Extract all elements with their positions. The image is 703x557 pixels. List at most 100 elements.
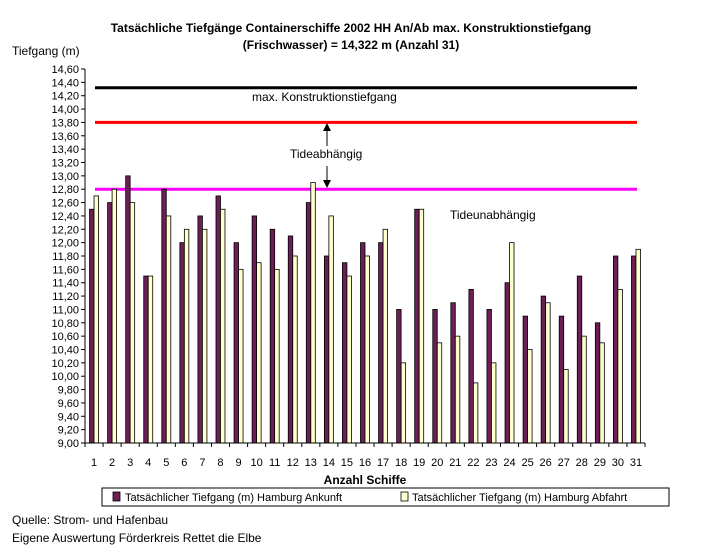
bar-departure-14 (328, 215, 334, 444)
y-tick-label: 9,40 (58, 411, 79, 423)
bar-arrival-28 (576, 275, 583, 444)
y-tick-label: 12,80 (51, 184, 79, 196)
source-line-2: Eigene Auswertung Förderkreis Rettet die… (12, 531, 262, 545)
y-tick-label: 11,40 (52, 278, 79, 290)
x-tick-label: 5 (163, 457, 169, 469)
reference-lines (95, 86, 637, 191)
bar-departure-16 (364, 255, 370, 444)
legend-label-arrival: Tatsächlicher Tiefgang (m) Hamburg Ankun… (125, 492, 342, 504)
y-tick-label: 9,20 (58, 425, 79, 437)
tide-range-arrow (323, 123, 331, 188)
bar-departure-27 (563, 369, 569, 444)
y-tick-label: 12,60 (51, 198, 79, 210)
y-tick-label: 12,20 (51, 224, 79, 236)
bar-departure-23 (491, 362, 497, 444)
x-tick-label: 18 (395, 457, 407, 469)
bar-arrival-3 (125, 175, 131, 444)
x-tick-label: 24 (503, 457, 515, 469)
bar-departure-12 (292, 255, 298, 444)
y-tick-label: 13,00 (51, 171, 79, 183)
x-tick-label: 3 (127, 457, 133, 469)
y-tick-label: 14,00 (51, 104, 79, 116)
x-tick-label: 16 (359, 457, 371, 469)
y-tick-label: 10,60 (51, 331, 79, 343)
bar-arrival-25 (522, 315, 528, 444)
x-tick-label: 31 (630, 457, 642, 469)
x-tick-label: 7 (199, 457, 205, 469)
bar-arrival-7 (197, 215, 203, 444)
source-note: Quelle: Strom- und Hafenbau Eigene Auswe… (12, 511, 261, 547)
y-tick-label: 10,00 (51, 371, 79, 383)
bar-departure-21 (454, 335, 461, 444)
x-axis-title: Anzahl Schiffe (324, 473, 407, 487)
bar-arrival-29 (594, 322, 601, 444)
tide-independent-label: Tideunabhängig (450, 208, 536, 222)
bar-departure-4 (147, 275, 154, 444)
bar-departure-29 (599, 342, 605, 444)
bar-departure-31 (635, 248, 641, 444)
y-tick-label: 14,60 (51, 64, 79, 76)
y-tick-label: 14,20 (51, 91, 79, 103)
bar-arrival-14 (323, 255, 330, 444)
bar-departure-24 (509, 242, 515, 444)
x-tick-label: 17 (377, 457, 389, 469)
y-tick-label: 10,80 (51, 318, 79, 330)
bar-arrival-27 (558, 315, 565, 444)
bar-arrival-8 (215, 195, 221, 444)
x-tick-label: 6 (181, 457, 187, 469)
bar-departure-17 (382, 228, 388, 444)
bar-arrival-19 (414, 208, 420, 444)
chart-title-line-1: Tatsächliche Tiefgänge Containerschiffe … (111, 21, 592, 35)
bar-arrival-31 (631, 255, 637, 444)
bar-arrival-17 (378, 242, 384, 444)
bar-departure-1 (93, 195, 99, 444)
tide-dependent-label: Tideabhängig (290, 147, 362, 161)
bar-arrival-22 (468, 288, 474, 444)
bar-arrival-1 (89, 208, 95, 444)
bar-departure-20 (436, 342, 443, 444)
bar-arrival-5 (161, 188, 167, 444)
bar-arrival-26 (540, 295, 547, 444)
y-tick-label: 11,20 (52, 291, 79, 303)
y-tick-label: 13,60 (51, 131, 79, 143)
y-tick-label: 11,80 (52, 251, 79, 263)
y-tick-label: 14,40 (51, 77, 79, 89)
bar-arrival-23 (486, 309, 492, 444)
y-tick-label: 12,40 (51, 211, 79, 223)
y-tick-label: 9,80 (58, 385, 79, 397)
x-tick-label: 23 (485, 457, 497, 469)
x-tick-label: 19 (413, 457, 425, 469)
y-tick-label: 9,00 (58, 438, 79, 450)
bar-departure-22 (472, 382, 479, 444)
bar-departure-13 (310, 182, 316, 444)
legend: Tatsächlicher Tiefgang (m) Hamburg Ankun… (101, 487, 670, 507)
y-tick-label: 10,20 (51, 358, 79, 370)
x-tick-label: 12 (287, 457, 299, 469)
x-tick-label: 2 (109, 457, 115, 469)
bar-departure-7 (202, 228, 208, 444)
bar-arrival-21 (450, 302, 456, 444)
x-tick-label: 22 (467, 457, 479, 469)
source-line-1: Quelle: Strom- und Hafenbau (12, 513, 169, 527)
bar-departure-25 (527, 349, 533, 444)
y-tick-label: 11,60 (52, 264, 79, 276)
x-tick-label: 15 (341, 457, 353, 469)
y-tick-label: 10,40 (51, 345, 79, 357)
bar-departure-2 (111, 188, 117, 444)
y-tick-label: 13,20 (51, 158, 79, 170)
x-tick-label: 9 (235, 457, 241, 469)
y-tick-label: 13,80 (51, 117, 79, 129)
bar-arrival-6 (179, 242, 185, 444)
x-tick-label: 29 (594, 457, 606, 469)
bar-arrival-10 (251, 215, 258, 444)
bar-departure-3 (129, 202, 136, 444)
bar-departure-10 (256, 262, 262, 444)
x-tick-label: 13 (305, 457, 317, 469)
bar-arrival-18 (396, 309, 402, 444)
legend-swatch-arrival (112, 491, 121, 502)
bar-arrival-2 (107, 202, 113, 444)
x-tick-label: 4 (145, 457, 151, 469)
y-tick-label: 12,00 (51, 238, 79, 250)
bar-arrival-15 (342, 262, 348, 444)
